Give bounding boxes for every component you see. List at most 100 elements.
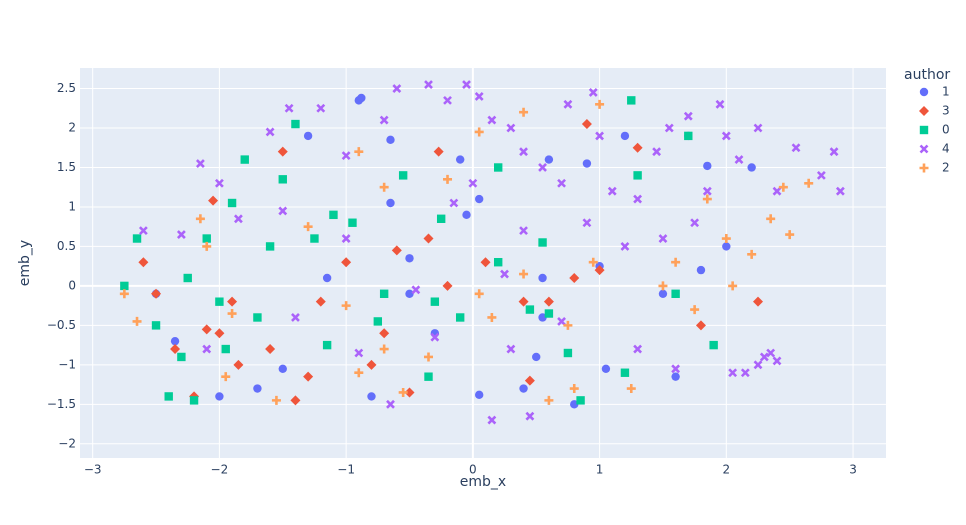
- point: [518, 296, 529, 307]
- point: [170, 336, 180, 346]
- point: [278, 364, 287, 373]
- legend-label: 1: [942, 85, 950, 99]
- legend-label: 2: [942, 161, 950, 175]
- point: [233, 359, 244, 370]
- point: [227, 309, 237, 319]
- point: [544, 395, 554, 405]
- point: [367, 392, 376, 401]
- point: [772, 356, 782, 366]
- x-tick-label: −3: [84, 463, 102, 477]
- x-tick-label: 2: [723, 463, 731, 477]
- point: [695, 320, 706, 331]
- point: [455, 155, 465, 164]
- point: [582, 218, 592, 228]
- point: [322, 273, 332, 283]
- legend-title: author: [904, 67, 950, 83]
- point: [519, 384, 528, 393]
- point: [202, 241, 212, 251]
- point: [658, 234, 668, 243]
- point: [487, 115, 497, 125]
- point: [588, 257, 598, 267]
- point: [690, 305, 700, 315]
- point: [404, 387, 415, 398]
- point: [423, 233, 434, 244]
- point: [132, 316, 142, 326]
- point: [652, 147, 662, 157]
- point: [525, 411, 535, 421]
- point: [702, 194, 712, 204]
- legend-symbol: [919, 125, 929, 135]
- point: [829, 147, 839, 157]
- point: [424, 352, 434, 362]
- point: [519, 226, 528, 236]
- point: [601, 364, 611, 373]
- point: [671, 257, 681, 267]
- point: [632, 142, 643, 153]
- point: [151, 321, 161, 330]
- point: [791, 143, 801, 153]
- point: [189, 396, 199, 405]
- point: [265, 127, 275, 137]
- point: [778, 182, 788, 192]
- point: [702, 186, 712, 196]
- point: [759, 352, 769, 362]
- point: [728, 368, 738, 378]
- point: [690, 218, 700, 228]
- legend-label: 0: [942, 123, 950, 137]
- point: [474, 194, 484, 204]
- point: [835, 186, 845, 196]
- point: [315, 296, 326, 307]
- point: [379, 344, 389, 354]
- point: [227, 198, 237, 208]
- point: [449, 198, 459, 208]
- point: [487, 312, 497, 322]
- point: [538, 273, 547, 283]
- y-tick-label: −2: [58, 436, 76, 450]
- point: [341, 234, 351, 243]
- point: [620, 242, 630, 251]
- legend-symbol: [919, 144, 929, 154]
- x-tick-label: 0: [469, 463, 477, 477]
- point: [291, 119, 300, 129]
- point: [392, 84, 402, 93]
- point: [233, 214, 243, 224]
- point: [303, 371, 314, 382]
- point: [240, 155, 249, 164]
- y-tick-label: 2: [68, 121, 76, 135]
- point: [379, 328, 390, 339]
- x-axis-title: emb_x: [460, 474, 506, 490]
- point: [722, 242, 731, 251]
- point: [379, 289, 389, 298]
- point: [151, 288, 162, 299]
- point: [506, 123, 516, 133]
- point: [506, 344, 516, 354]
- point: [278, 175, 287, 184]
- point: [430, 332, 440, 342]
- point: [753, 296, 764, 307]
- point: [671, 289, 680, 298]
- point: [278, 206, 288, 216]
- point: [570, 400, 579, 409]
- point: [563, 348, 573, 358]
- point: [442, 280, 453, 291]
- point: [494, 258, 503, 267]
- point: [581, 119, 592, 130]
- point: [607, 186, 617, 196]
- point: [532, 352, 541, 362]
- point: [443, 95, 452, 105]
- point: [595, 131, 605, 141]
- point: [715, 99, 725, 109]
- point: [119, 289, 129, 299]
- y-tick-label: 2.5: [57, 81, 76, 95]
- y-tick-label: 1.5: [57, 160, 76, 174]
- point: [138, 226, 148, 236]
- x-tick-label: −1: [337, 463, 355, 477]
- point: [728, 281, 738, 291]
- point: [620, 131, 630, 141]
- point: [424, 372, 433, 381]
- point: [120, 281, 129, 291]
- y-tick-label: 1: [68, 199, 76, 213]
- point: [265, 242, 275, 251]
- point: [341, 301, 351, 311]
